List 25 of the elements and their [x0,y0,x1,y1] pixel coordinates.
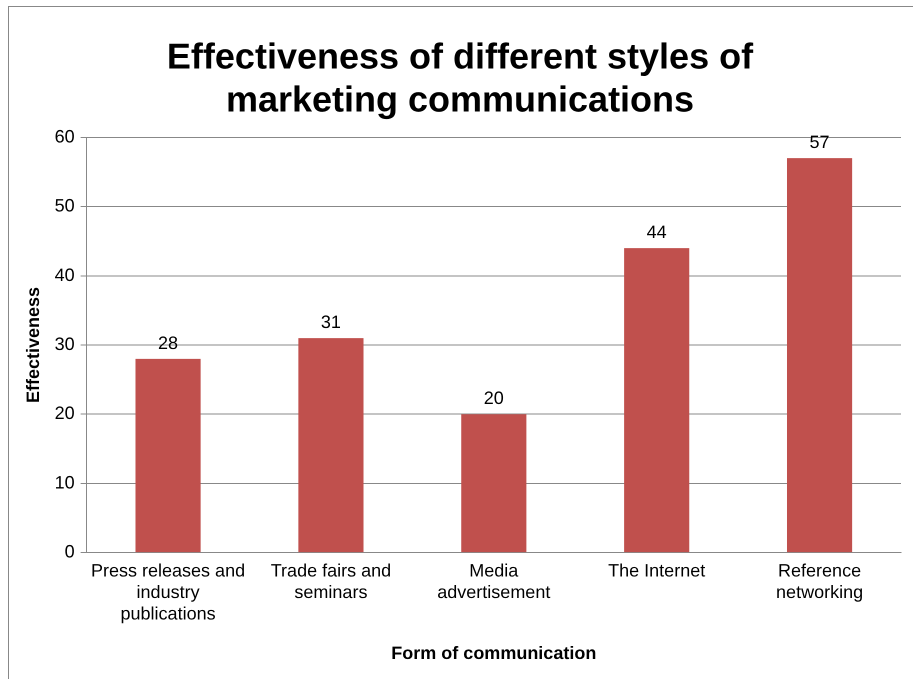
bar [461,414,526,552]
x-tick-label: Reference networking [776,560,864,602]
data-label: 28 [158,332,178,353]
y-tick-label: 10 [54,472,75,492]
bar [135,358,201,552]
bar [298,338,364,552]
y-axis-title: Effectiveness [22,286,43,404]
x-tick-label: Press releases and industry publications [91,560,246,624]
y-tick-label: 50 [54,196,75,216]
bar [624,248,690,552]
y-tick-label: 0 [64,542,75,562]
x-tick-label: Media advertisement [437,560,550,602]
chart-title: Effectiveness of different styles of marketing communications [166,36,754,120]
x-tick-label: Trade fairs and seminars [270,560,392,602]
x-axis-title: Form of communication [391,643,596,664]
bar [786,158,852,552]
data-label: 57 [810,132,830,152]
data-label: 44 [646,222,667,242]
y-tick-label: 40 [54,264,75,285]
data-label: 20 [484,388,504,408]
data-label: 31 [320,312,341,332]
x-tick-label: The Internet [608,560,706,580]
y-tick-label: 60 [54,126,75,146]
y-tick-label: 30 [54,334,75,354]
y-tick-label: 20 [54,403,75,424]
